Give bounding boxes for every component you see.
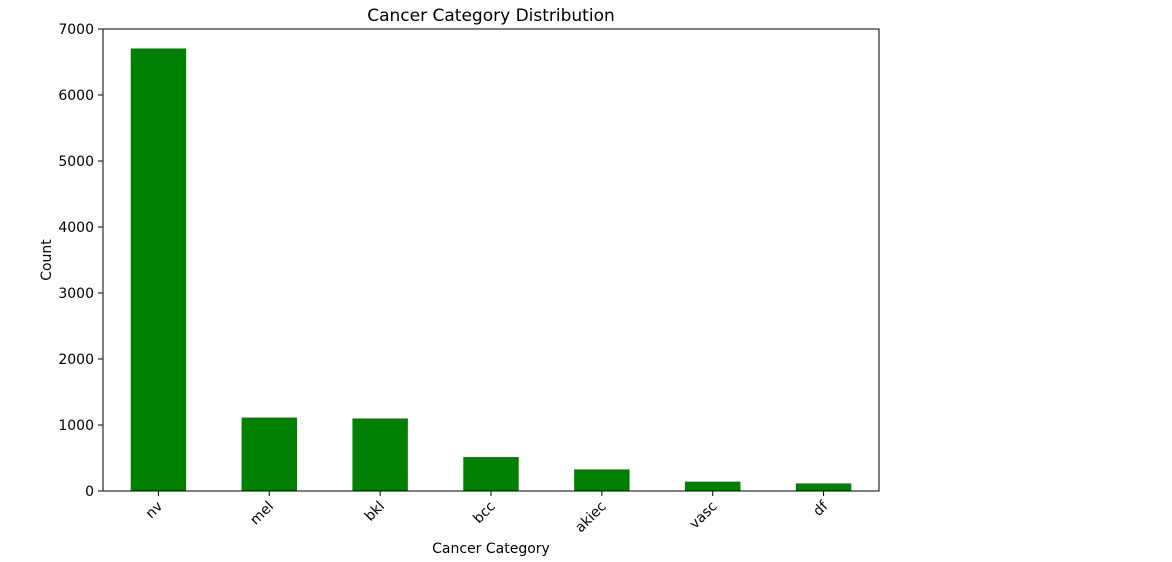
y-tick-label: 5000 <box>58 154 94 170</box>
x-tick-label-bcc: bcc <box>470 499 498 527</box>
x-tick-label-df: df <box>810 498 832 520</box>
bar-akiec <box>574 469 630 491</box>
plot-frame <box>102 28 880 492</box>
x-tick-label-akiec: akiec <box>572 499 609 536</box>
bar-bkl <box>352 418 408 491</box>
chart-title: Cancer Category Distribution <box>367 6 615 26</box>
y-axis: 0 1000 2000 3000 4000 5000 6000 7000 <box>58 22 103 500</box>
y-tick-label: 4000 <box>58 220 94 236</box>
y-tick-label: 0 <box>85 484 94 500</box>
plot-area <box>130 48 852 491</box>
x-axis: nv mel bkl bcc akiec vasc df <box>143 491 832 536</box>
bar-nv <box>130 48 187 491</box>
y-tick-label: 2000 <box>58 352 94 368</box>
bar-vasc <box>685 481 741 491</box>
x-tick-label-nv: nv <box>143 499 166 522</box>
x-axis-title: Cancer Category <box>432 541 550 557</box>
y-axis-title: Count <box>39 239 55 281</box>
y-tick-label: 1000 <box>58 418 94 434</box>
y-tick-label: 3000 <box>58 286 94 302</box>
bar-mel <box>241 417 297 491</box>
x-tick-label-mel: mel <box>247 499 277 529</box>
y-tick-label: 7000 <box>58 22 94 38</box>
x-tick-label-vasc: vasc <box>687 499 721 533</box>
bar-df <box>795 483 852 491</box>
y-tick-label: 6000 <box>58 88 94 104</box>
bar-bcc <box>463 457 519 491</box>
x-tick-label-bkl: bkl <box>362 499 388 525</box>
